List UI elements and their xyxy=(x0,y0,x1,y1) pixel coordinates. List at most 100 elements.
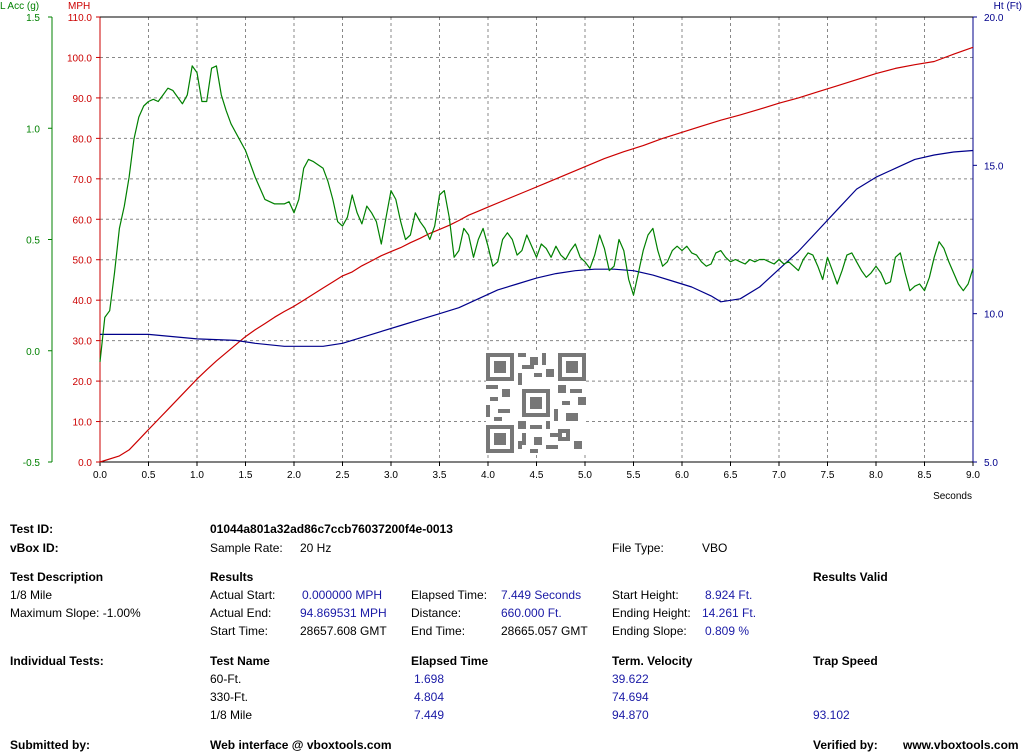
individual-tests-label: Individual Tests: xyxy=(10,654,104,668)
x-tick-label: 6.0 xyxy=(675,470,689,481)
x-tick-label: 8.5 xyxy=(918,470,932,481)
row-1-elapsed: 1.698 xyxy=(414,672,445,686)
start-height-value: 8.924 Ft. xyxy=(705,588,753,602)
performance-chart: 0.0 0.5 1.0 1.5 2.0 2.5 3.0 3.5 4.0 4.5 5.0 5.5 6.0 6… xyxy=(0,1,1022,502)
mph-tick-label: 110.0 xyxy=(68,13,93,24)
x-tick-label: 9.0 xyxy=(966,470,980,481)
row-3-name: 1/8 Mile xyxy=(210,708,253,722)
col-test-name: Test Name xyxy=(210,654,270,668)
row-2-velocity: 74.694 xyxy=(612,690,649,704)
series-line-height xyxy=(100,149,974,347)
mph-tick-label: 40.0 xyxy=(73,296,93,307)
mph-tick-label: 0.0 xyxy=(78,458,92,469)
series-line-mph xyxy=(99,46,974,463)
lacc-tick-label: 0.0 xyxy=(26,347,40,358)
elapsed-time-label: Elapsed Time: xyxy=(411,588,488,602)
x-axis-title: Seconds xyxy=(933,491,972,502)
x-tick-label: 4.0 xyxy=(481,470,495,481)
ending-height-value: 14.261 Ft. xyxy=(702,606,757,620)
x-tick-label: 0.0 xyxy=(93,470,107,481)
file-type-label: File Type: xyxy=(612,541,664,555)
sample-rate-value: 20 Hz xyxy=(300,541,332,555)
mph-tick-label: 70.0 xyxy=(73,175,93,186)
row-2-name: 330-Ft. xyxy=(210,690,249,704)
elapsed-time-value: 7.449 Seconds xyxy=(501,588,582,602)
x-tick-label: 3.0 xyxy=(384,470,398,481)
mph-tick-label: 50.0 xyxy=(73,256,93,267)
col-elapsed: Elapsed Time xyxy=(411,654,489,668)
ht-tick-label: 20.0 xyxy=(984,13,1004,24)
x-tick-label: 6.5 xyxy=(724,470,738,481)
results-label: Results xyxy=(210,570,254,584)
x-tick-label: 2.5 xyxy=(336,470,350,481)
ending-slope-value: 0.809 % xyxy=(705,624,750,638)
test-description-label: Test Description xyxy=(10,570,104,584)
ht-tick-label: 10.0 xyxy=(984,310,1004,321)
x-tick-label: 8.0 xyxy=(869,470,883,481)
test-id-label: Test ID: xyxy=(10,522,54,536)
x-tick-label: 7.5 xyxy=(821,470,835,481)
qr-code-image xyxy=(486,353,586,453)
test-id-value: 01044a801a32ad86c7ccb76037200f4e-0013 xyxy=(210,522,453,536)
x-tick-label: 0.5 xyxy=(142,470,156,481)
file-type-value: VBO xyxy=(702,541,728,555)
series-line-l-acc xyxy=(99,65,974,362)
lacc-axis-title: L Acc (g) xyxy=(0,1,39,12)
row-1-name: 60-Ft. xyxy=(210,672,242,686)
x-tick-label: 1.0 xyxy=(190,470,204,481)
ht-tick-label: 5.0 xyxy=(984,458,998,469)
x-tick-label: 2.0 xyxy=(287,470,301,481)
ht-axis-title: Ht (Ft) xyxy=(994,1,1022,12)
ending-slope-label: Ending Slope: xyxy=(612,624,687,638)
distance-value: 660.000 Ft. xyxy=(501,606,562,620)
mph-axis-title: MPH xyxy=(68,1,90,12)
end-time-value: 28665.057 GMT xyxy=(501,624,588,638)
vbox-id-label: vBox ID: xyxy=(10,541,59,555)
maximum-slope: Maximum Slope: -1.00% xyxy=(10,606,141,620)
x-tick-label: 7.0 xyxy=(772,470,786,481)
actual-end-value: 94.869531 MPH xyxy=(300,606,387,620)
x-tick-label: 5.0 xyxy=(578,470,592,481)
ending-height-label: Ending Height: xyxy=(612,606,691,620)
mph-tick-label: 80.0 xyxy=(73,134,93,145)
website-link[interactable]: www.vboxtools.com xyxy=(903,738,1019,752)
verified-by-label: Verified by: xyxy=(813,738,878,752)
web-interface: Web interface @ vboxtools.com xyxy=(210,738,392,752)
lacc-tick-label: 0.5 xyxy=(26,236,40,247)
x-tick-label: 4.5 xyxy=(530,470,544,481)
lacc-tick-label: 1.0 xyxy=(26,124,40,135)
start-height-label: Start Height: xyxy=(612,588,679,602)
ht-tick-label: 15.0 xyxy=(984,161,1004,172)
mph-tick-label: 30.0 xyxy=(73,337,93,348)
mph-tick-label: 90.0 xyxy=(73,94,93,105)
sample-rate-label: Sample Rate: xyxy=(210,541,283,555)
chart-grid xyxy=(100,17,973,462)
start-time-value: 28657.608 GMT xyxy=(300,624,387,638)
start-time-label: Start Time: xyxy=(210,624,269,638)
row-3-trap: 93.102 xyxy=(813,708,850,722)
col-trap-speed: Trap Speed xyxy=(813,654,878,668)
mph-tick-label: 60.0 xyxy=(73,215,93,226)
lacc-tick-label: 1.5 xyxy=(26,13,40,24)
lacc-tick-label: -0.5 xyxy=(23,458,41,469)
row-1-velocity: 39.622 xyxy=(612,672,649,686)
description-line1: 1/8 Mile xyxy=(10,588,53,602)
mph-tick-label: 20.0 xyxy=(73,377,93,388)
row-3-velocity: 94.870 xyxy=(612,708,649,722)
chart-axes xyxy=(48,16,977,466)
row-3-elapsed: 7.449 xyxy=(414,708,445,722)
end-time-label: End Time: xyxy=(411,624,466,638)
actual-start-label: Actual Start: xyxy=(210,588,276,602)
submitted-by-label: Submitted by: xyxy=(10,738,90,752)
x-tick-label: 3.5 xyxy=(433,470,447,481)
x-tick-label: 5.5 xyxy=(627,470,641,481)
distance-label: Distance: xyxy=(411,606,462,620)
actual-start-value: 0.000000 MPH xyxy=(302,588,383,602)
chart-series xyxy=(99,46,974,463)
row-2-elapsed: 4.804 xyxy=(414,690,445,704)
mph-tick-label: 10.0 xyxy=(73,418,93,429)
x-tick-label: 1.5 xyxy=(239,470,253,481)
chart-labels: 0.0 0.5 1.0 1.5 2.0 2.5 3.0 3.5 4.0 4.5 5.0 5.5 6.0 6… xyxy=(0,1,1022,502)
results-valid: Results Valid xyxy=(813,570,888,584)
col-term-velocity: Term. Velocity xyxy=(612,654,693,668)
